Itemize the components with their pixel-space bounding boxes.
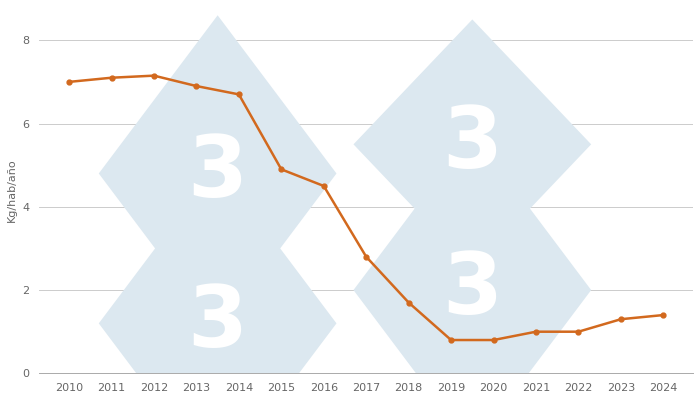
Text: 3: 3	[188, 132, 248, 215]
Text: 3: 3	[442, 248, 503, 332]
Text: 3: 3	[442, 103, 503, 186]
Polygon shape	[354, 20, 592, 269]
Text: 3: 3	[188, 282, 248, 365]
Y-axis label: Kg/hab/año: Kg/hab/año	[7, 158, 17, 222]
Polygon shape	[99, 165, 337, 400]
Polygon shape	[99, 15, 337, 332]
Polygon shape	[354, 132, 592, 400]
